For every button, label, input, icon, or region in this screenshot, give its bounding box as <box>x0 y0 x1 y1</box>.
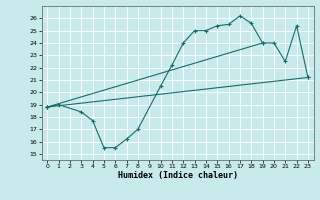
X-axis label: Humidex (Indice chaleur): Humidex (Indice chaleur) <box>118 171 237 180</box>
